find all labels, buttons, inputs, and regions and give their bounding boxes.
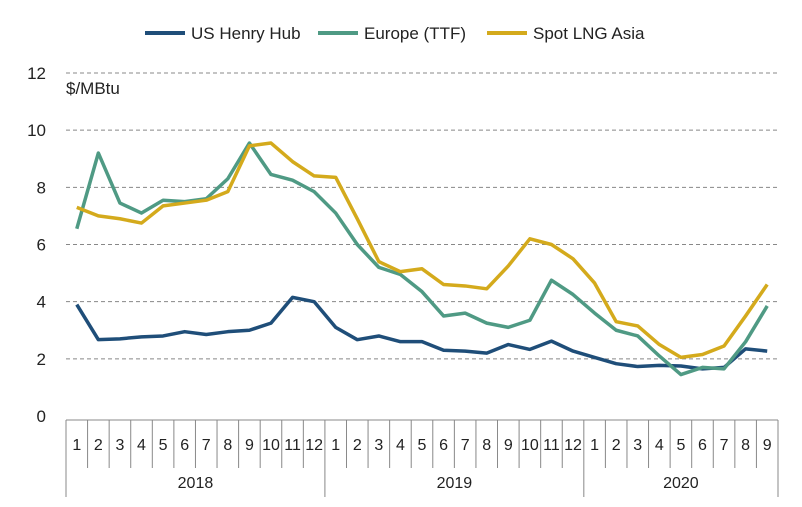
month-label: 2	[353, 437, 362, 454]
month-label: 3	[633, 437, 642, 454]
year-label: 2020	[663, 475, 699, 492]
month-label: 8	[223, 437, 232, 454]
month-label: 3	[115, 437, 124, 454]
y-tick-label: 8	[37, 178, 46, 197]
month-label: 8	[741, 437, 750, 454]
month-label: 4	[655, 437, 664, 454]
month-label: 7	[720, 437, 729, 454]
month-label: 6	[180, 437, 189, 454]
year-label: 2018	[178, 475, 214, 492]
month-label: 5	[159, 437, 168, 454]
month-label: 5	[418, 437, 427, 454]
month-label: 5	[676, 437, 685, 454]
year-label: 2019	[437, 475, 473, 492]
y-tick-label: 0	[37, 407, 46, 426]
month-label: 10	[262, 437, 280, 454]
month-label: 6	[698, 437, 707, 454]
y-tick-label: 12	[27, 64, 46, 83]
month-label: 6	[439, 437, 448, 454]
series-line-2	[76, 141, 769, 360]
month-label: 9	[245, 437, 254, 454]
y-tick-label: 2	[37, 350, 46, 369]
month-label: 1	[72, 437, 81, 454]
y-tick-label: 4	[37, 293, 46, 312]
month-label: 1	[331, 437, 340, 454]
legend-label: Spot LNG Asia	[533, 24, 645, 43]
month-label: 2	[94, 437, 103, 454]
y-axis-label: $/MBtu	[66, 79, 120, 98]
month-label: 12	[305, 437, 323, 454]
month-label: 4	[396, 437, 405, 454]
series-line-1	[75, 141, 769, 377]
y-tick-label: 6	[37, 236, 46, 255]
month-label: 7	[461, 437, 470, 454]
month-label: 9	[763, 437, 772, 454]
month-label: 8	[482, 437, 491, 454]
month-label: 3	[374, 437, 383, 454]
month-label: 4	[137, 437, 146, 454]
month-label: 12	[564, 437, 582, 454]
y-tick-label: 10	[27, 121, 46, 140]
month-label: 11	[543, 437, 560, 454]
month-label: 11	[284, 437, 301, 454]
month-label: 7	[202, 437, 211, 454]
month-label: 1	[590, 437, 599, 454]
month-label: 10	[521, 437, 539, 454]
month-label: 2	[612, 437, 621, 454]
month-label: 9	[504, 437, 513, 454]
legend-label: Europe (TTF)	[364, 24, 466, 43]
legend-label: US Henry Hub	[191, 24, 301, 43]
series-line-0	[75, 295, 768, 371]
